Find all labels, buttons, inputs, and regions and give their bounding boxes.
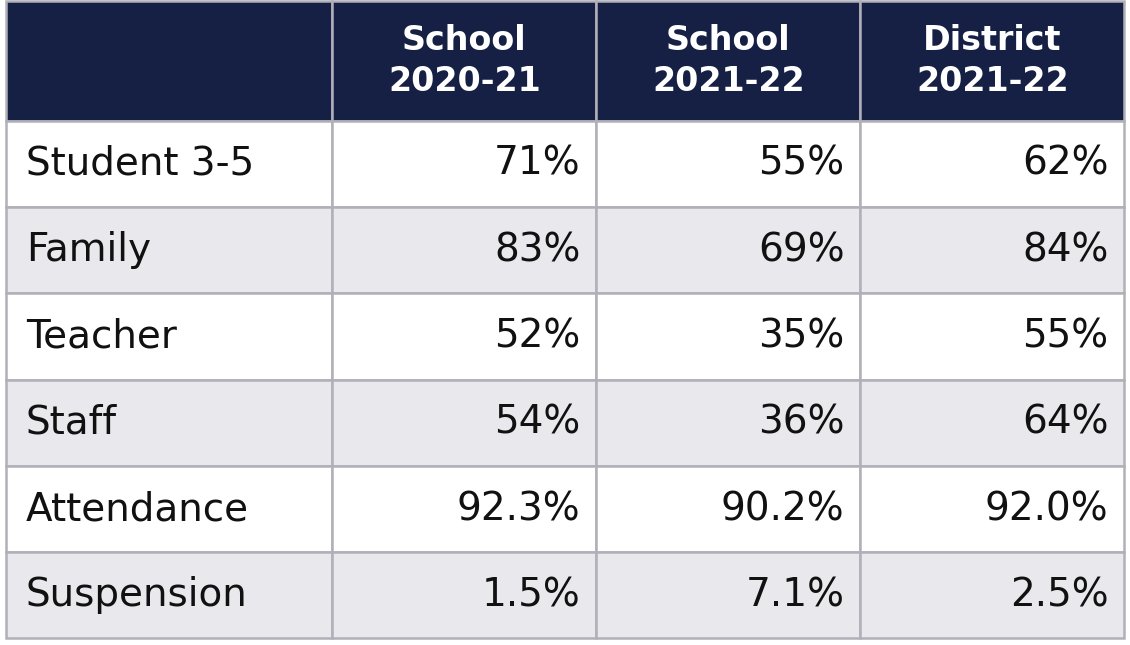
Bar xyxy=(860,293,1124,380)
Bar xyxy=(332,552,597,639)
Text: 1.5%: 1.5% xyxy=(481,576,581,614)
Bar xyxy=(6,293,332,380)
Text: Student 3-5: Student 3-5 xyxy=(26,145,254,183)
Bar xyxy=(860,207,1124,293)
Bar xyxy=(332,293,597,380)
Text: Attendance: Attendance xyxy=(26,490,249,528)
Bar xyxy=(597,207,860,293)
Bar xyxy=(6,207,332,293)
Text: 83%: 83% xyxy=(494,231,581,269)
Text: 54%: 54% xyxy=(494,404,581,442)
Bar xyxy=(597,466,860,552)
Bar xyxy=(332,121,597,207)
Text: 62%: 62% xyxy=(1022,145,1109,183)
Bar xyxy=(332,207,597,293)
Bar xyxy=(597,121,860,207)
Text: 2.5%: 2.5% xyxy=(1010,576,1109,614)
Text: 90.2%: 90.2% xyxy=(721,490,844,528)
Text: Teacher: Teacher xyxy=(26,317,177,355)
Text: 2020-21: 2020-21 xyxy=(388,65,540,98)
Text: 64%: 64% xyxy=(1022,404,1109,442)
Bar xyxy=(332,466,597,552)
Bar xyxy=(332,380,597,466)
Text: 55%: 55% xyxy=(1023,317,1109,355)
Bar xyxy=(860,1,1124,121)
Text: Staff: Staff xyxy=(26,404,118,442)
Bar xyxy=(860,466,1124,552)
Text: 2021-22: 2021-22 xyxy=(652,65,805,98)
Text: School: School xyxy=(666,24,791,57)
Bar xyxy=(6,552,332,639)
Text: Family: Family xyxy=(26,231,151,269)
Bar xyxy=(6,380,332,466)
Text: 36%: 36% xyxy=(758,404,844,442)
Bar xyxy=(6,1,332,121)
Text: 55%: 55% xyxy=(758,145,844,183)
Bar xyxy=(860,121,1124,207)
Text: 2021-22: 2021-22 xyxy=(916,65,1069,98)
Bar xyxy=(860,380,1124,466)
Bar xyxy=(597,1,860,121)
Text: 52%: 52% xyxy=(494,317,581,355)
Text: 92.0%: 92.0% xyxy=(985,490,1109,528)
Text: District: District xyxy=(923,24,1061,57)
Text: 69%: 69% xyxy=(758,231,844,269)
Text: 84%: 84% xyxy=(1023,231,1109,269)
Text: 71%: 71% xyxy=(494,145,581,183)
Text: Suspension: Suspension xyxy=(26,576,247,614)
Text: 7.1%: 7.1% xyxy=(746,576,844,614)
Text: 92.3%: 92.3% xyxy=(457,490,581,528)
Bar xyxy=(597,552,860,639)
Bar xyxy=(597,293,860,380)
Text: 35%: 35% xyxy=(758,317,844,355)
Bar xyxy=(6,121,332,207)
Bar xyxy=(332,1,597,121)
Bar xyxy=(597,380,860,466)
Text: School: School xyxy=(402,24,527,57)
Bar xyxy=(860,552,1124,639)
Bar xyxy=(6,466,332,552)
